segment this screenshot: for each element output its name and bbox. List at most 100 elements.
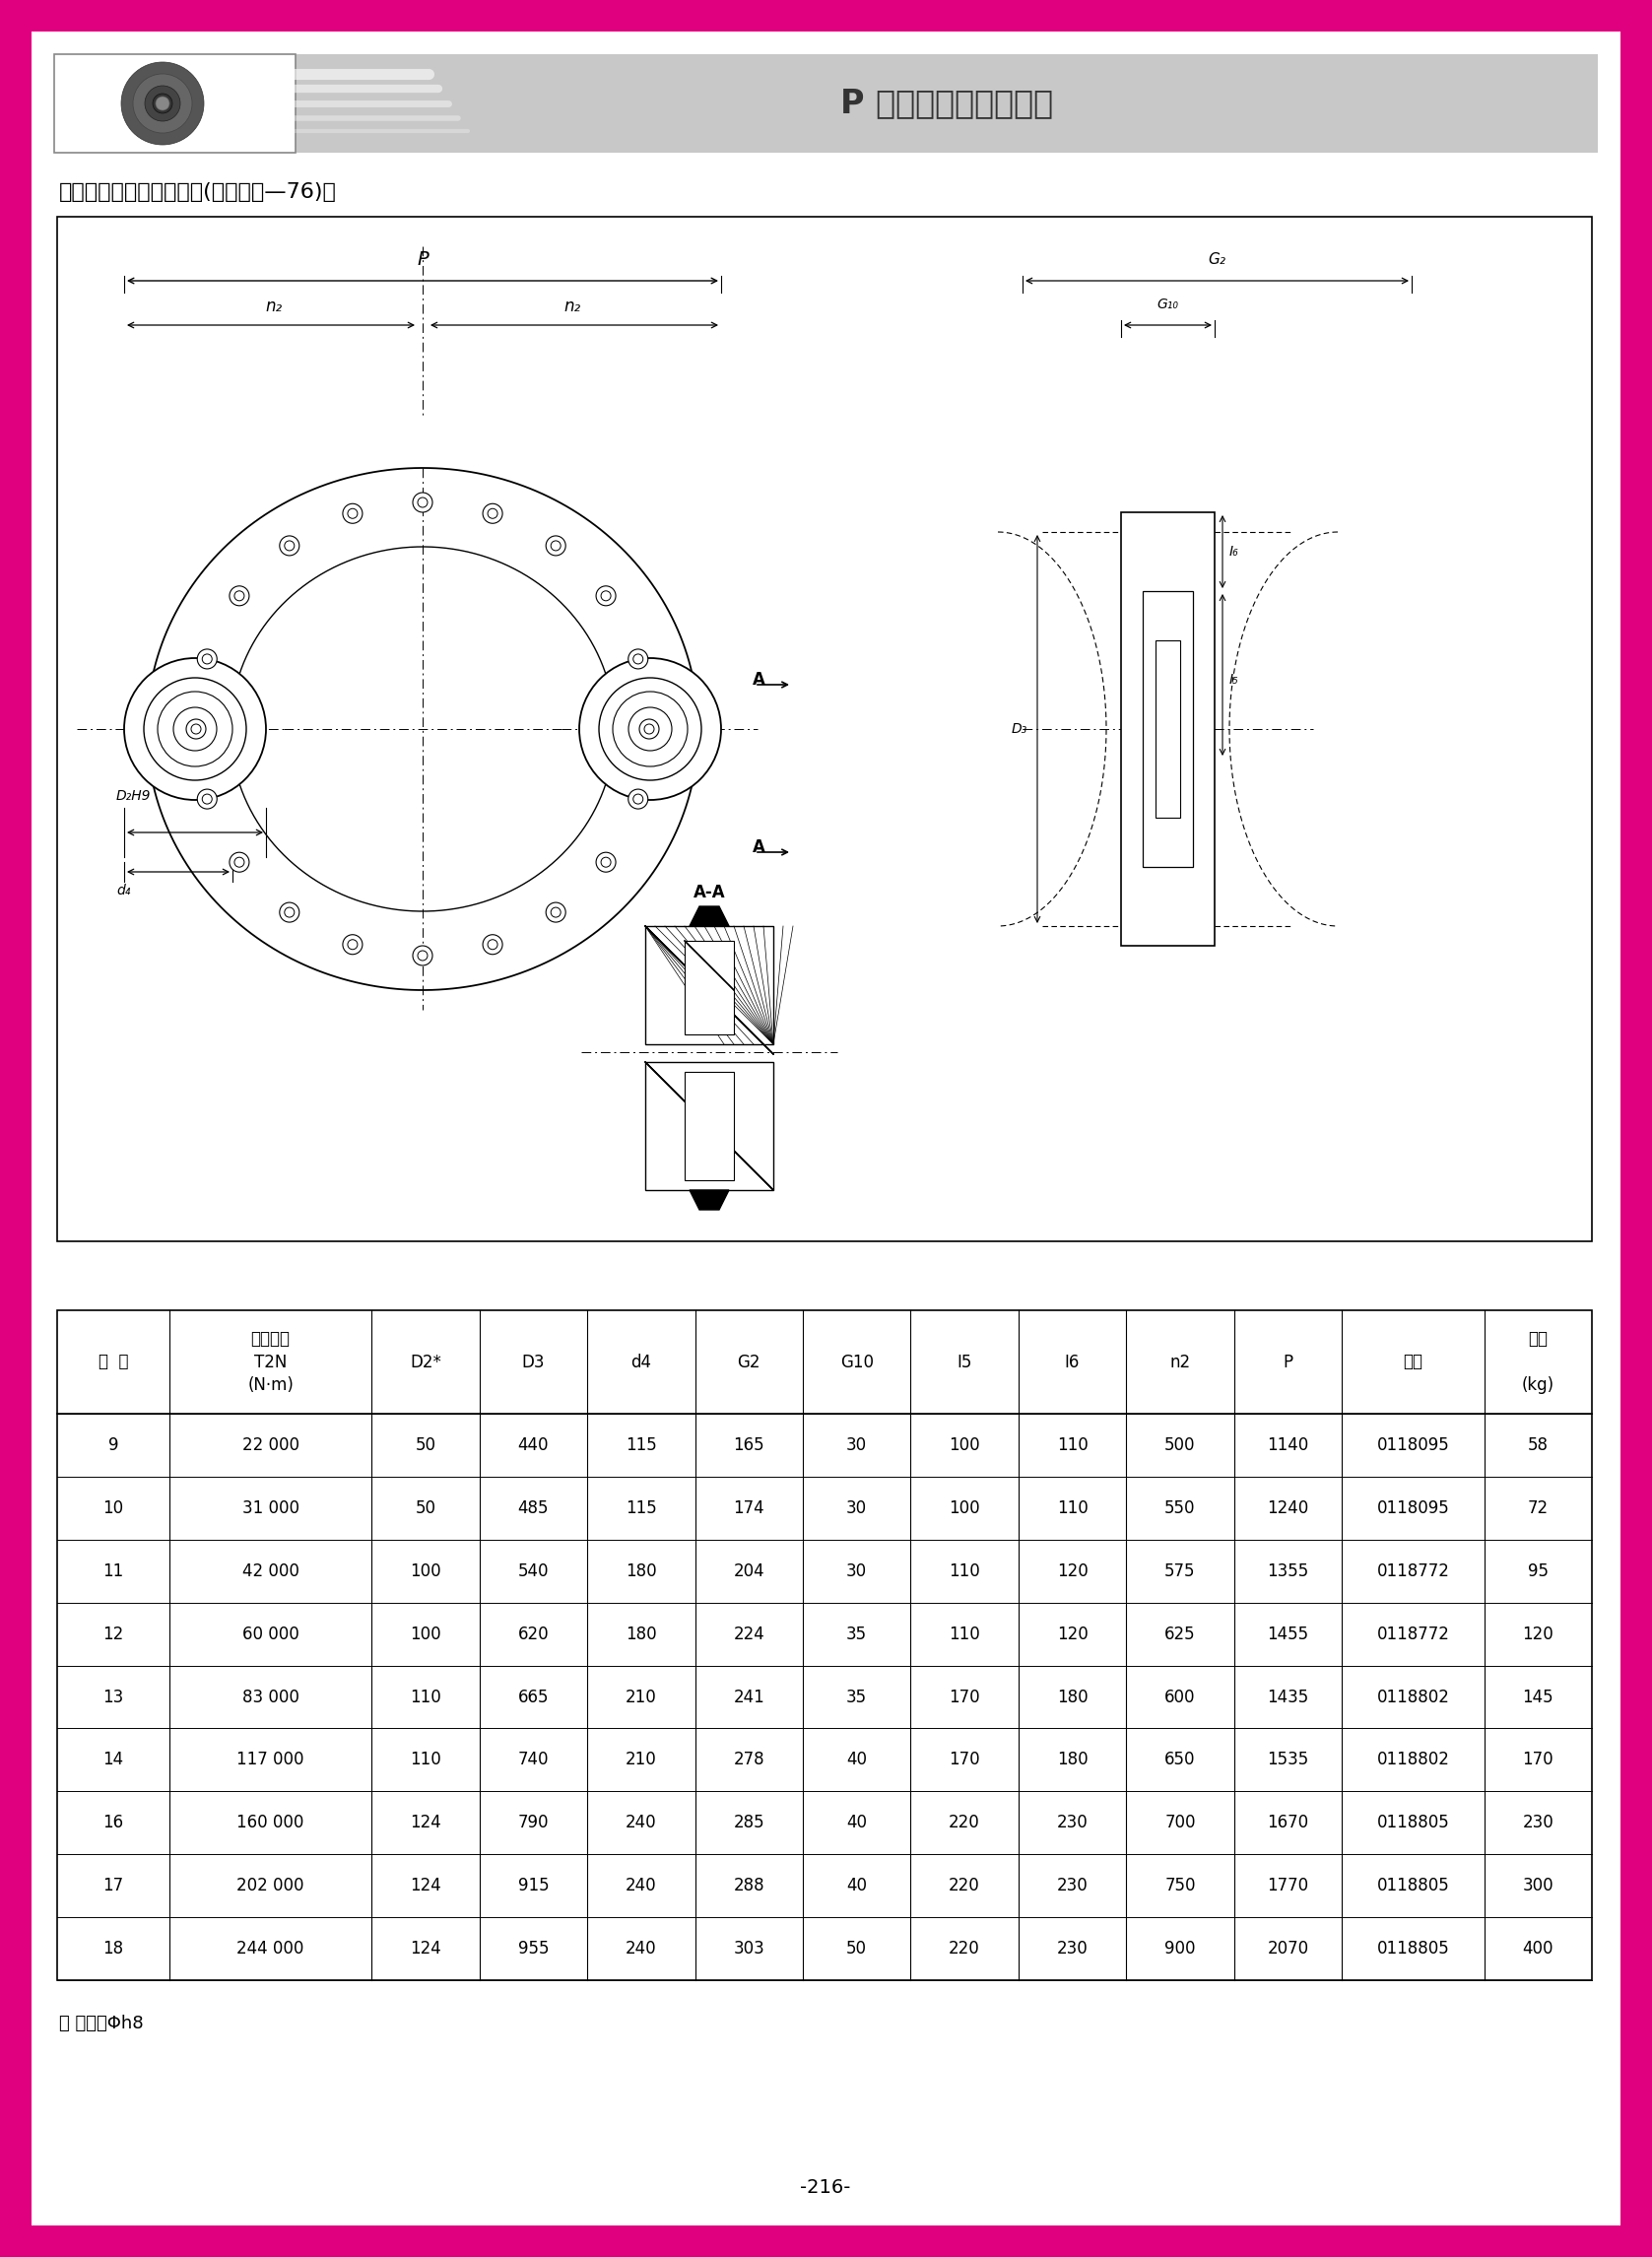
Text: 124: 124 (410, 1815, 441, 1833)
Text: 915: 915 (517, 1878, 548, 1894)
Text: I5: I5 (957, 1354, 971, 1370)
Text: n2: n2 (1170, 1354, 1191, 1370)
Bar (296, 54, 1597, 153)
Circle shape (152, 93, 172, 113)
Circle shape (144, 677, 246, 781)
Text: 95: 95 (1528, 1562, 1548, 1580)
Text: 50: 50 (846, 1939, 867, 1957)
Text: 规  格: 规 格 (97, 1354, 129, 1370)
Text: D₃: D₃ (1011, 722, 1028, 736)
Bar (646, 1063, 773, 1189)
Text: 10: 10 (102, 1499, 124, 1517)
Text: 300: 300 (1523, 1878, 1553, 1894)
Text: G10: G10 (839, 1354, 874, 1370)
Text: 170: 170 (1523, 1751, 1553, 1769)
Text: 790: 790 (517, 1815, 548, 1833)
Text: 0118805: 0118805 (1376, 1939, 1449, 1957)
Text: 740: 740 (517, 1751, 548, 1769)
Text: 241: 241 (733, 1688, 765, 1706)
Text: 210: 210 (626, 1751, 657, 1769)
Circle shape (601, 591, 611, 600)
Text: 0118095: 0118095 (1376, 1435, 1449, 1454)
Circle shape (418, 950, 428, 961)
Circle shape (202, 794, 211, 803)
Text: 620: 620 (517, 1625, 548, 1643)
Circle shape (235, 591, 244, 600)
Circle shape (145, 86, 180, 122)
Circle shape (418, 497, 428, 508)
Text: 13: 13 (102, 1688, 124, 1706)
Text: A: A (753, 670, 765, 688)
Text: 16: 16 (102, 1815, 124, 1833)
Text: 18: 18 (102, 1939, 124, 1957)
Text: 170: 170 (948, 1751, 980, 1769)
Text: P 系列行星齒輪減速器: P 系列行星齒輪減速器 (841, 88, 1052, 120)
Text: 带橡胶衬套的双向扭力臂(附件代号—76)：: 带橡胶衬套的双向扭力臂(附件代号—76)： (59, 183, 337, 201)
Text: 0118095: 0118095 (1376, 1499, 1449, 1517)
Circle shape (235, 858, 244, 867)
Circle shape (600, 677, 702, 781)
Bar (58, 217, 1593, 1241)
Text: D₂H9: D₂H9 (116, 790, 152, 803)
Text: A: A (753, 837, 765, 855)
Circle shape (342, 503, 362, 524)
Text: 244 000: 244 000 (236, 1939, 304, 1957)
Text: 230: 230 (1523, 1815, 1553, 1833)
Text: 120: 120 (1057, 1562, 1089, 1580)
Text: d4: d4 (631, 1354, 651, 1370)
Text: 58: 58 (1528, 1435, 1548, 1454)
Text: 0118805: 0118805 (1376, 1878, 1449, 1894)
Circle shape (482, 934, 502, 955)
Text: P: P (416, 251, 428, 269)
Text: 400: 400 (1523, 1939, 1553, 1957)
Text: 衬套: 衬套 (1403, 1354, 1422, 1370)
Text: 485: 485 (517, 1499, 548, 1517)
Bar (0, 0, 1652, 32)
Text: 110: 110 (948, 1562, 980, 1580)
Polygon shape (689, 1189, 729, 1210)
Bar (684, 941, 733, 1034)
Text: 17: 17 (102, 1878, 124, 1894)
Circle shape (134, 74, 192, 133)
Polygon shape (689, 907, 729, 925)
Circle shape (230, 587, 249, 605)
Circle shape (596, 587, 616, 605)
Text: 110: 110 (410, 1751, 441, 1769)
Circle shape (413, 946, 433, 966)
Text: 202 000: 202 000 (236, 1878, 304, 1894)
Circle shape (279, 535, 299, 555)
Text: 955: 955 (517, 1939, 548, 1957)
Text: 124: 124 (410, 1939, 441, 1957)
Text: 117 000: 117 000 (236, 1751, 304, 1769)
Text: 180: 180 (1057, 1751, 1089, 1769)
Text: 110: 110 (948, 1625, 980, 1643)
Text: 110: 110 (1057, 1499, 1089, 1517)
Circle shape (284, 542, 294, 551)
Text: 120: 120 (1057, 1625, 1089, 1643)
Text: 145: 145 (1523, 1688, 1553, 1706)
Text: 230: 230 (1057, 1878, 1089, 1894)
Text: 110: 110 (410, 1688, 441, 1706)
Circle shape (347, 939, 357, 950)
Text: 440: 440 (517, 1435, 548, 1454)
Text: 35: 35 (846, 1688, 867, 1706)
Circle shape (157, 691, 233, 767)
Text: 240: 240 (626, 1939, 657, 1957)
Text: 1140: 1140 (1267, 1435, 1308, 1454)
Circle shape (173, 706, 216, 752)
Circle shape (482, 503, 502, 524)
Bar (1143, 591, 1193, 867)
Bar (1155, 641, 1180, 817)
Text: 12: 12 (102, 1625, 124, 1643)
Circle shape (413, 492, 433, 512)
Text: 1670: 1670 (1267, 1815, 1308, 1833)
Text: 110: 110 (1057, 1435, 1089, 1454)
Text: I₅: I₅ (1229, 673, 1239, 686)
Text: 625: 625 (1165, 1625, 1196, 1643)
Text: 220: 220 (948, 1939, 980, 1957)
Text: 72: 72 (1528, 1499, 1548, 1517)
Circle shape (121, 61, 203, 144)
Text: 750: 750 (1165, 1878, 1196, 1894)
Text: 230: 230 (1057, 1815, 1089, 1833)
Circle shape (187, 720, 206, 738)
